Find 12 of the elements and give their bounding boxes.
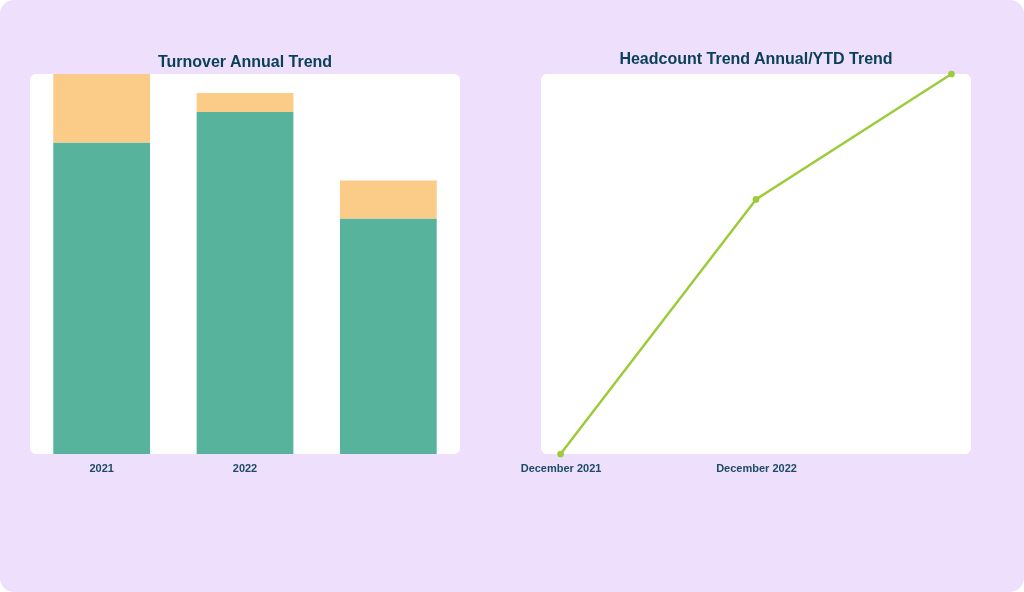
x-tick-label: December 2022 [716,461,797,474]
chart-title: Turnover Annual Trend [157,53,333,70]
bar [53,142,151,454]
x-tick-label: December 2021 [520,461,602,474]
chart-title: Headcount Trend Annual/YTD Trend [619,49,893,67]
bar [339,218,437,454]
x-tick-label: 2022 [232,461,258,474]
x-tick-label: 2021 [89,461,114,474]
bar [196,112,294,454]
bar [339,180,437,219]
bar [53,74,151,143]
bar [196,93,294,112]
